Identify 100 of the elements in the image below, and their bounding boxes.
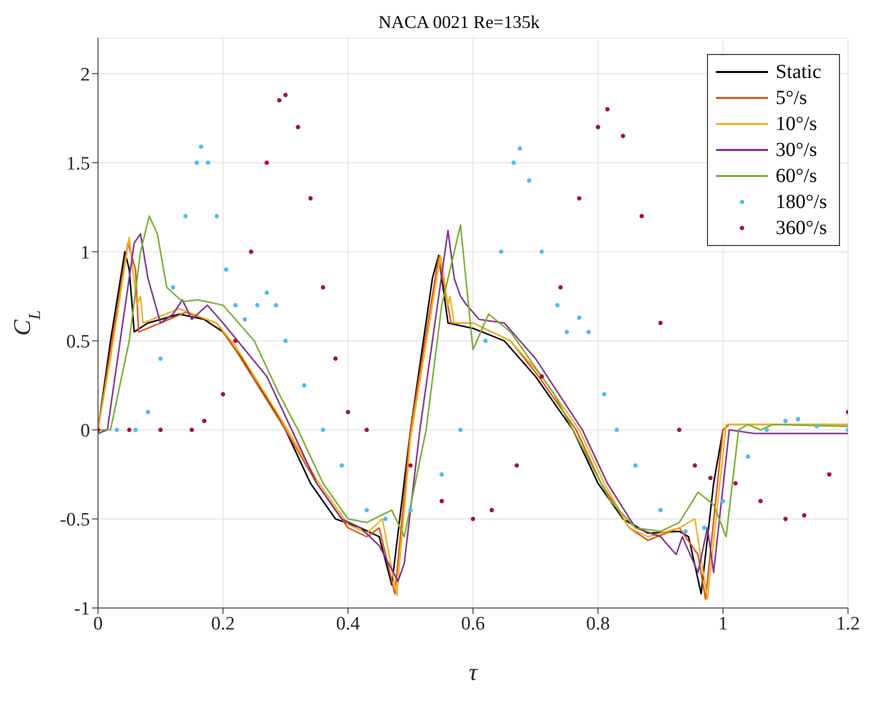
chart-title: NACA 0021 Re=135k (378, 12, 540, 32)
point (577, 196, 582, 201)
point (814, 424, 819, 429)
point (408, 463, 413, 468)
point (483, 338, 488, 344)
point (233, 302, 238, 308)
x-tick-label: 0.8 (586, 613, 610, 634)
y-tick-label: 1.5 (66, 153, 90, 174)
point (558, 285, 563, 290)
point (540, 374, 544, 379)
x-tick-label: 0.2 (211, 613, 235, 634)
line-series (98, 251, 724, 594)
point (158, 428, 163, 432)
point (383, 516, 388, 522)
point (233, 338, 238, 344)
point (308, 196, 313, 201)
point (783, 418, 788, 424)
point (692, 463, 698, 468)
point (470, 516, 476, 522)
point (340, 463, 344, 468)
point (248, 250, 254, 254)
legend-label: 60°/s (776, 164, 817, 188)
point (514, 463, 519, 468)
point (586, 330, 591, 334)
point (577, 315, 582, 320)
y-tick-label: 0 (80, 420, 90, 442)
point (158, 356, 163, 361)
y-tick-label: 0.5 (66, 332, 90, 353)
x-tick-label: 0.6 (461, 613, 485, 634)
point (183, 214, 188, 218)
legend-label: 10°/s (776, 112, 817, 136)
point (540, 250, 544, 254)
point (633, 463, 638, 468)
point (796, 416, 800, 422)
point (190, 428, 194, 432)
point (702, 526, 706, 530)
point (255, 302, 260, 308)
point (511, 160, 516, 165)
point (194, 160, 199, 165)
y-tick-label: -1 (74, 598, 90, 620)
legend-label: 180°/s (776, 190, 827, 214)
point (214, 214, 219, 218)
point (518, 146, 522, 151)
point (320, 428, 326, 432)
point (677, 428, 682, 432)
point (127, 428, 132, 432)
legend-label: 5°/s (776, 86, 807, 110)
point (490, 508, 494, 512)
point (198, 144, 204, 149)
point (764, 428, 769, 432)
point (827, 472, 832, 477)
point (277, 98, 282, 103)
point (564, 330, 569, 334)
y-tick-label: 2 (80, 64, 90, 86)
x-tick-label: 1 (718, 613, 728, 634)
point (114, 428, 119, 432)
legend-label: 360°/s (776, 216, 827, 240)
point (683, 529, 688, 534)
point (498, 250, 504, 254)
point (758, 498, 763, 504)
point (440, 472, 444, 477)
point (264, 290, 269, 295)
point (202, 418, 206, 424)
point (364, 508, 369, 512)
point (458, 428, 463, 432)
point (605, 107, 610, 112)
point (224, 267, 228, 272)
point (802, 513, 806, 518)
point (658, 320, 663, 326)
point (527, 178, 532, 183)
point (146, 410, 150, 414)
point (320, 285, 326, 290)
point (640, 214, 644, 218)
point (783, 516, 788, 522)
point (746, 454, 750, 459)
point (170, 285, 176, 290)
x-tick-label: 0.4 (336, 613, 360, 634)
point (708, 476, 713, 480)
x-axis-title: τ (468, 660, 479, 686)
point (620, 134, 626, 138)
y-tick-label: -0.5 (60, 510, 90, 531)
point (440, 498, 444, 504)
point (364, 428, 369, 432)
point (596, 124, 600, 130)
legend-label: 30°/s (776, 138, 817, 162)
point (242, 317, 248, 322)
point (264, 160, 269, 165)
point (333, 356, 338, 361)
point (555, 302, 560, 308)
y-tick-label: 1 (80, 242, 90, 264)
point (206, 160, 210, 165)
point (733, 481, 738, 486)
point (408, 508, 413, 512)
line-series (98, 215, 848, 538)
point (274, 302, 278, 308)
point (720, 498, 726, 504)
point (302, 383, 306, 388)
point (283, 338, 288, 344)
point (133, 428, 138, 432)
point (220, 392, 226, 396)
